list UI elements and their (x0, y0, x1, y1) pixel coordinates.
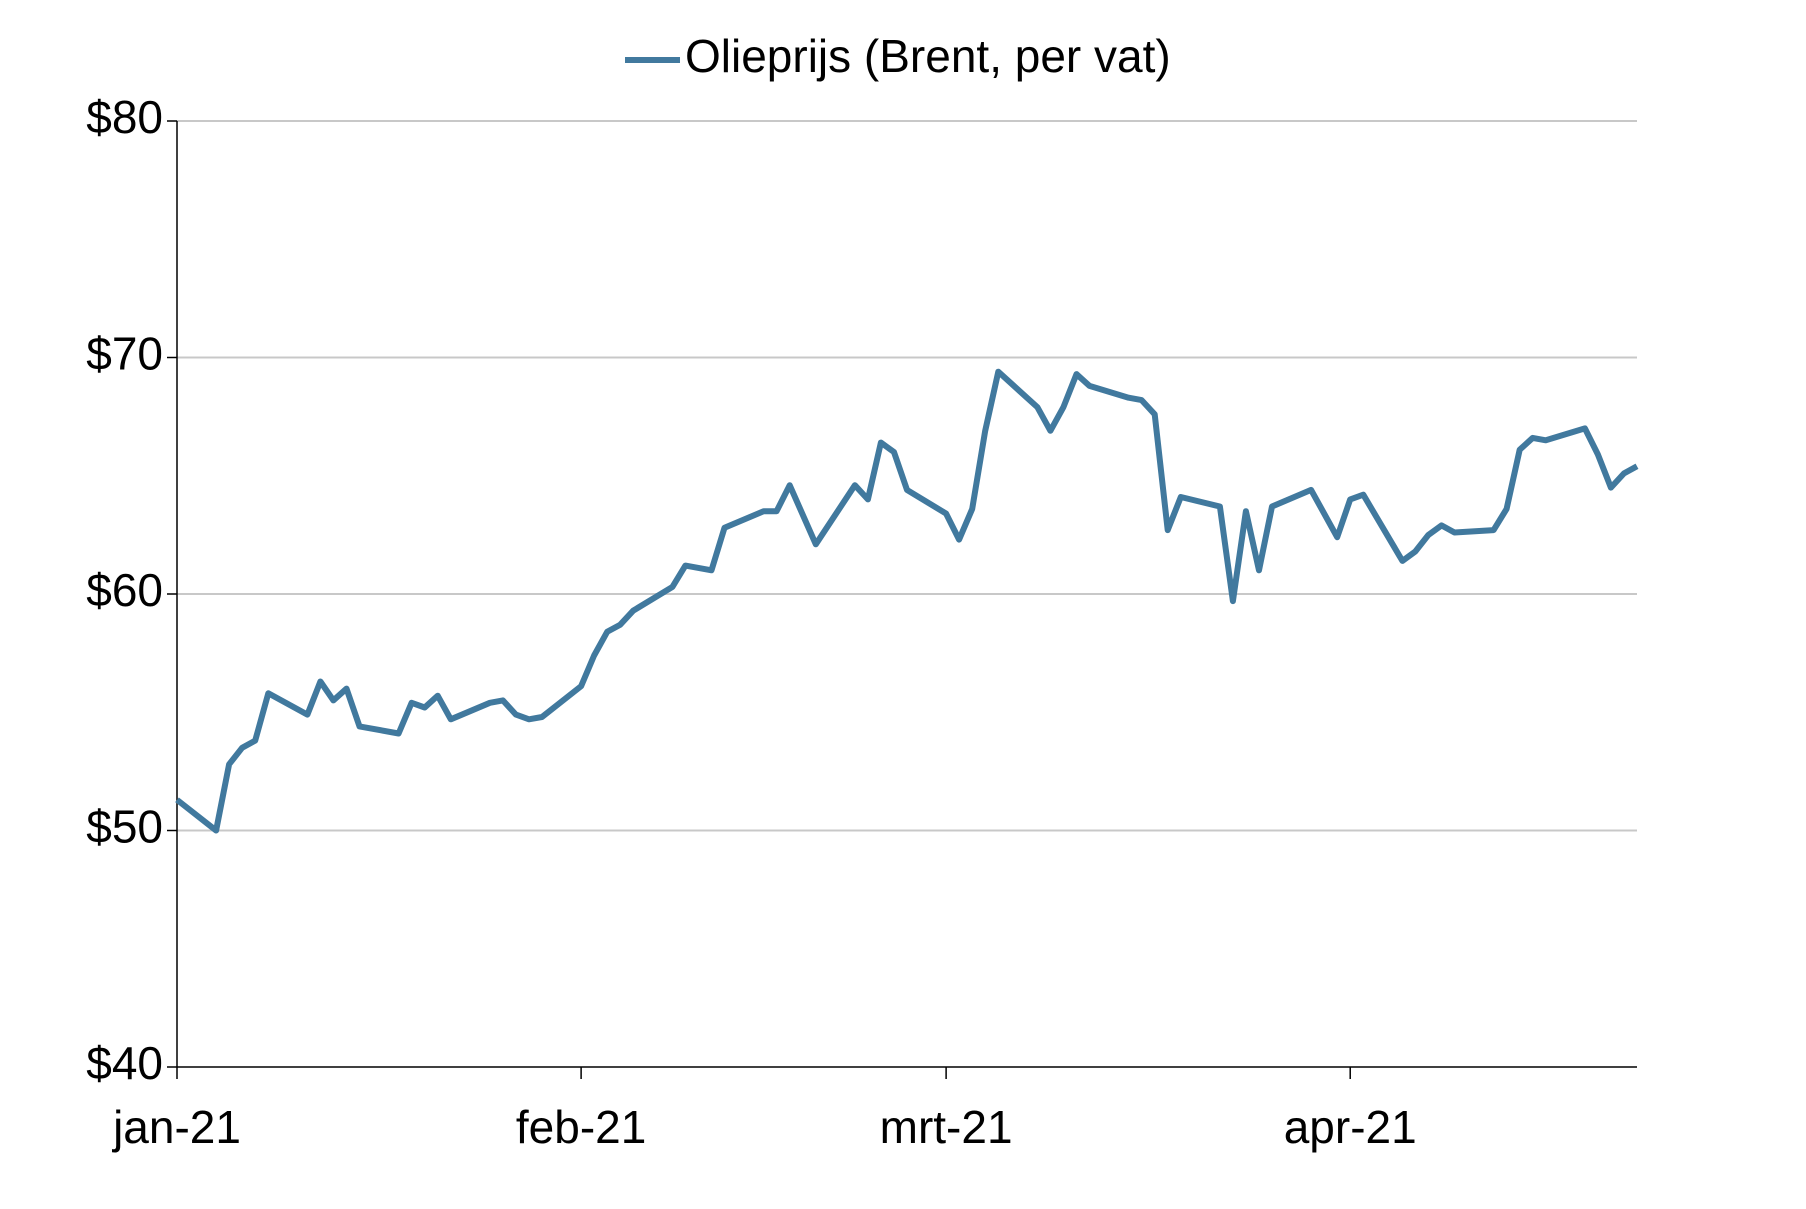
y-tick-label: $60 (86, 564, 163, 616)
x-tick-label: jan-21 (111, 1101, 241, 1153)
data-line (175, 368, 1639, 834)
y-tick-label: $50 (86, 801, 163, 853)
y-tick-label: $40 (86, 1037, 163, 1089)
y-tick-label: $80 (86, 91, 163, 143)
y-tick-label: $70 (86, 328, 163, 380)
legend-label: Olieprijs (Brent, per vat) (685, 30, 1171, 82)
x-tick-label: apr-21 (1284, 1101, 1417, 1153)
x-tick-label: mrt-21 (880, 1101, 1013, 1153)
x-tick-label: feb-21 (516, 1101, 646, 1153)
